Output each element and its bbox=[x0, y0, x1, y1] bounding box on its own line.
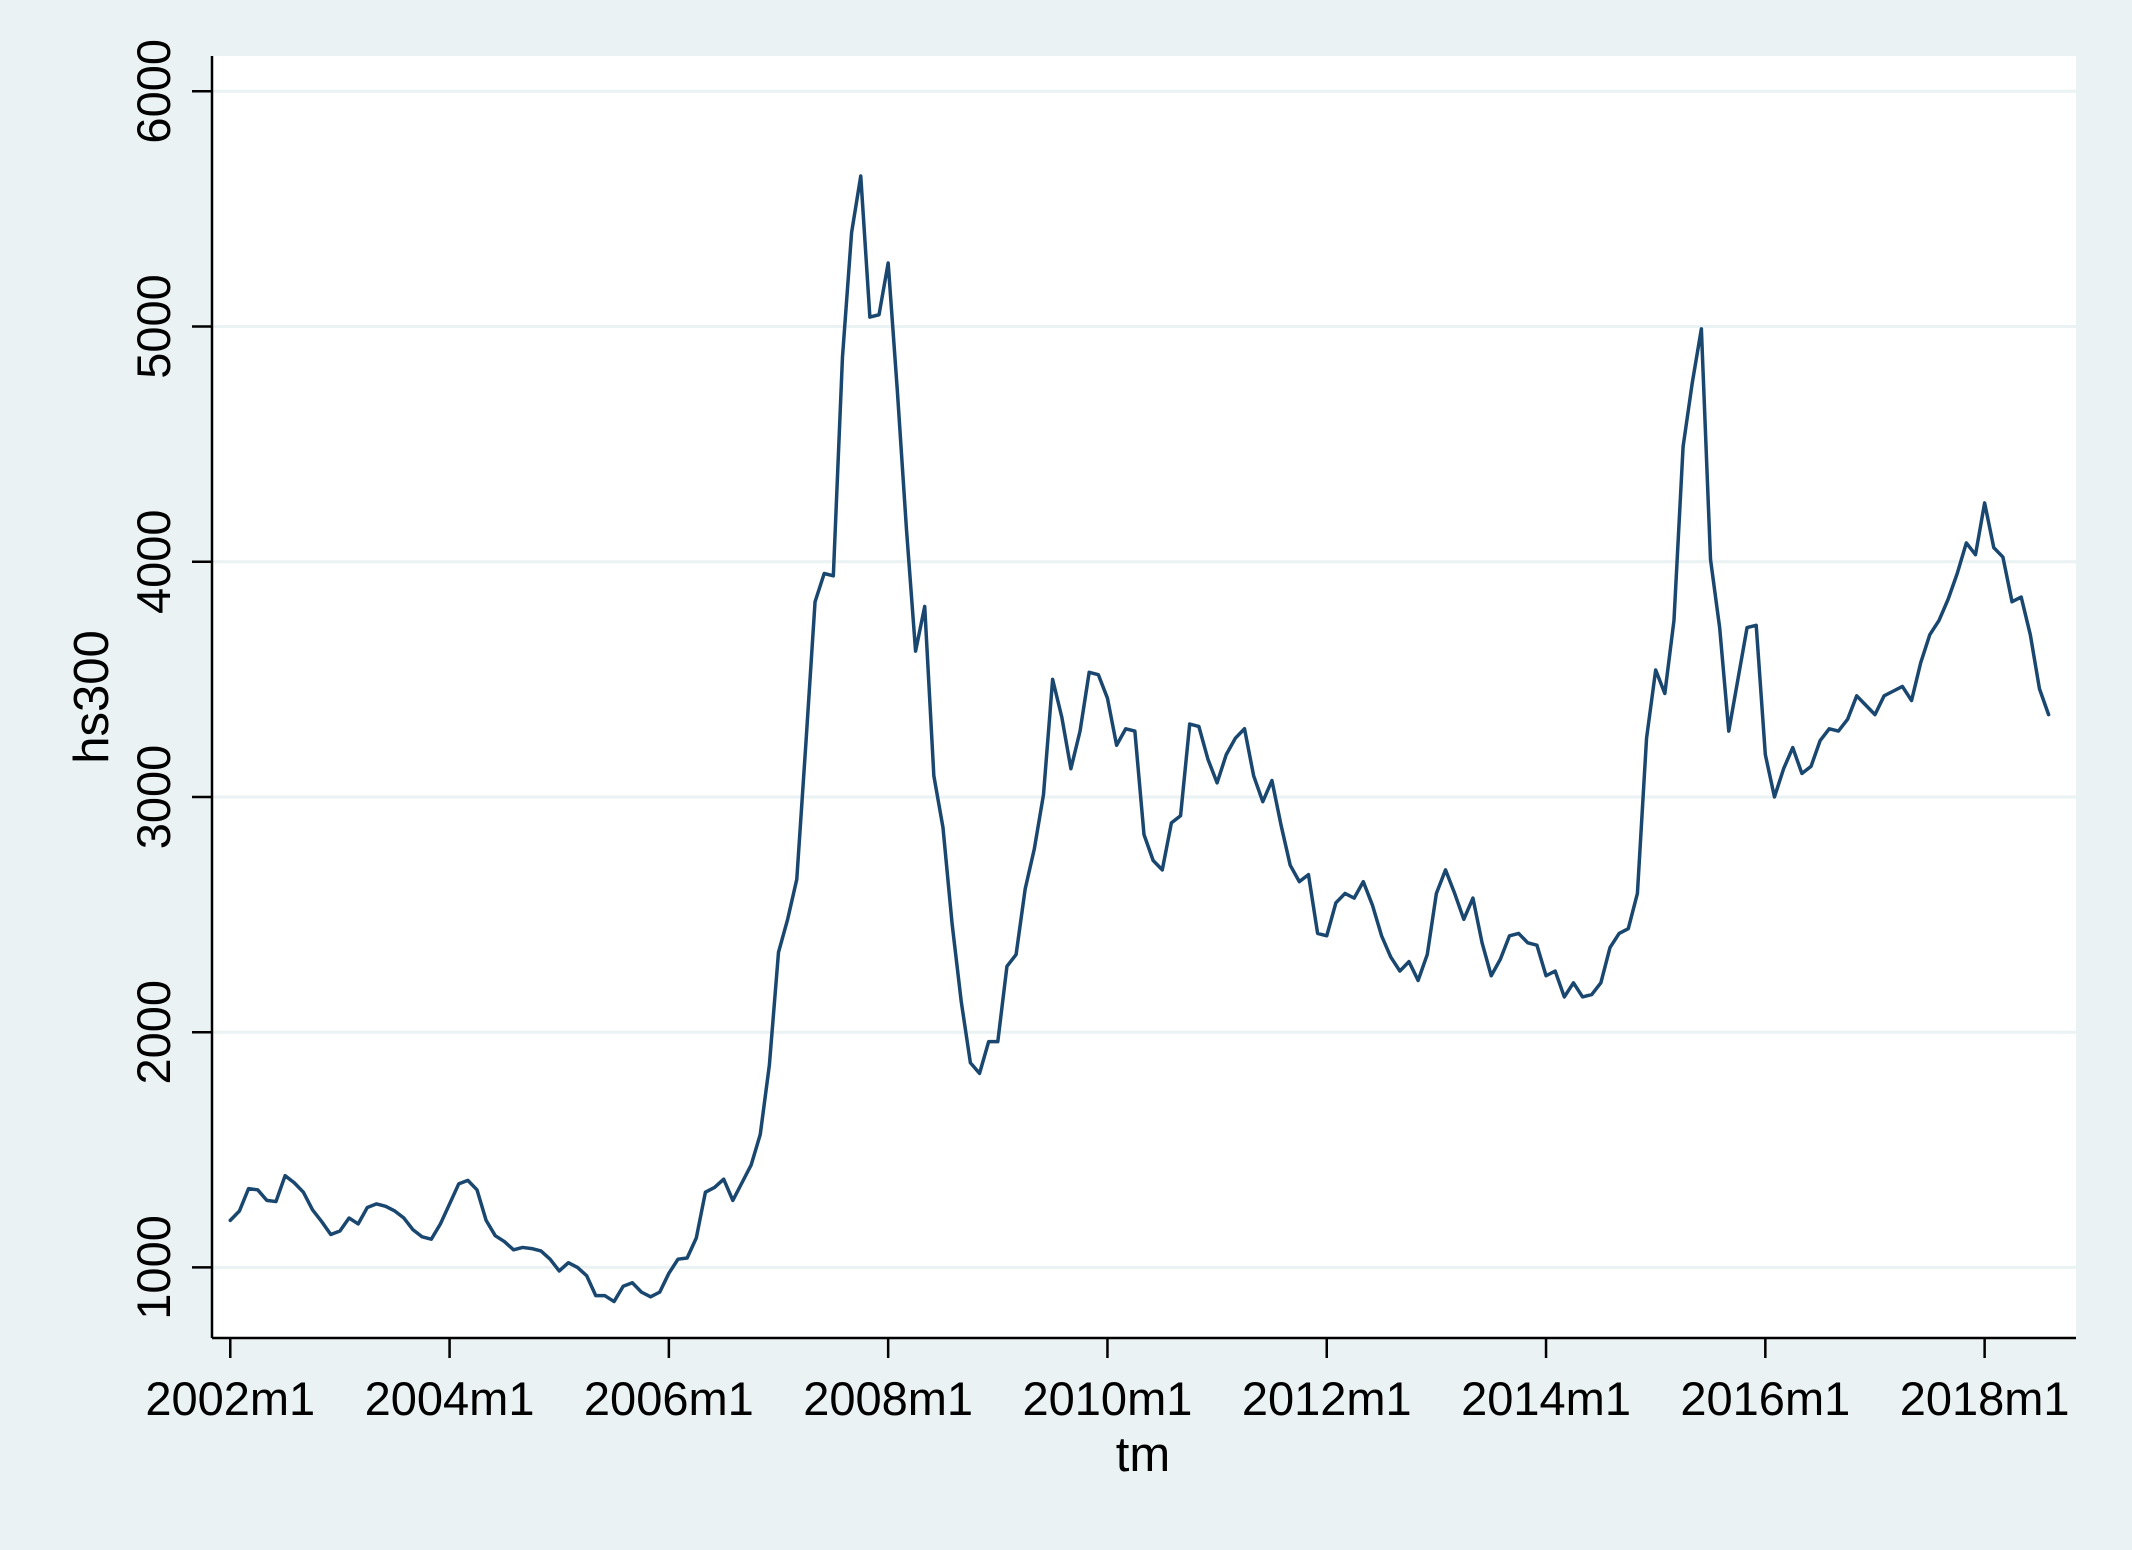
x-tick-label: 2016m1 bbox=[1680, 1372, 1850, 1425]
gridlines bbox=[212, 89, 2076, 1269]
y-tick-label: 1000 bbox=[127, 1215, 180, 1320]
x-tick-label: 2004m1 bbox=[365, 1372, 535, 1425]
y-tick-label: 3000 bbox=[127, 745, 180, 850]
y-tick-label: 5000 bbox=[127, 274, 180, 379]
x-tick-label: 2008m1 bbox=[803, 1372, 973, 1425]
y-tick-label: 2000 bbox=[127, 980, 180, 1085]
y-tick-label: 6000 bbox=[127, 39, 180, 144]
y-tick-label: 4000 bbox=[127, 509, 180, 614]
x-tick-label: 2006m1 bbox=[584, 1372, 754, 1425]
series-line-hs300 bbox=[228, 174, 2051, 1304]
y-axis-title: hs300 bbox=[65, 630, 119, 764]
x-axis-ticks: 2002m1 2004m1 2006m1 2008m1 2010m1 2012m1 2014… bbox=[145, 1338, 2070, 1425]
x-axis-title: tm bbox=[1116, 1428, 1170, 1482]
x-tick-label: 2014m1 bbox=[1461, 1372, 1631, 1425]
plot-area bbox=[212, 56, 2076, 1338]
x-tick-label: 2018m1 bbox=[1900, 1372, 2070, 1425]
y-axis-ticks: 1000 2000 3000 4000 5000 6000 bbox=[127, 39, 212, 1320]
x-tick-label: 2002m1 bbox=[145, 1372, 315, 1425]
x-tick-label: 2012m1 bbox=[1242, 1372, 1412, 1425]
x-tick-label: 2010m1 bbox=[1023, 1372, 1193, 1425]
series-layer bbox=[228, 174, 2051, 1304]
